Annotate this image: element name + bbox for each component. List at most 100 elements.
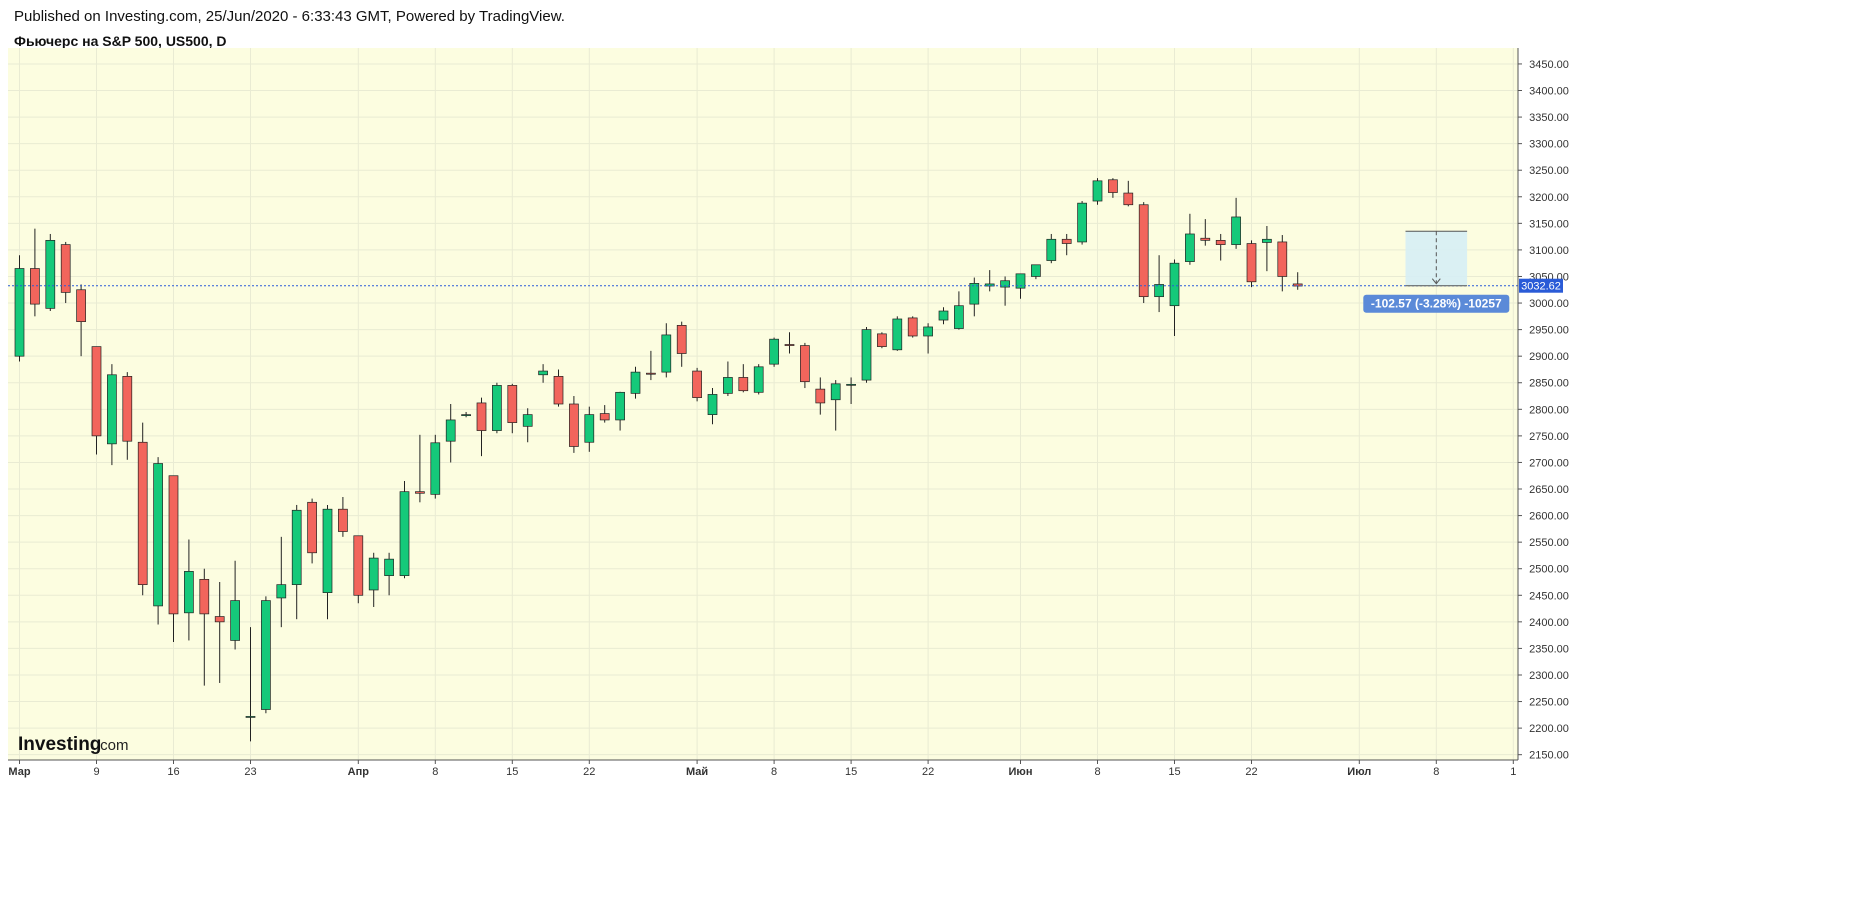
candle-up — [445, 419, 456, 442]
chart-header: Published on Investing.com, 25/Jun/2020 … — [14, 8, 565, 50]
current-price-label: 3032.62 — [1521, 281, 1561, 293]
price-tick-label: 2300.00 — [1529, 670, 1569, 682]
price-tick-label: 2950.00 — [1529, 325, 1569, 337]
candle-down — [91, 346, 102, 437]
time-tick-label: Июн — [1009, 766, 1033, 778]
candle-down — [1061, 238, 1072, 244]
candle-up — [14, 268, 25, 357]
candle-up — [923, 326, 933, 337]
time-tick-label: 15 — [1168, 766, 1180, 778]
measure-label: -102.57 (-3.28%) -10257 — [1371, 297, 1502, 311]
price-tick-label: 2650.00 — [1529, 484, 1569, 496]
candle-down — [1108, 179, 1118, 193]
candle-down — [1138, 204, 1149, 298]
candle-down — [199, 578, 210, 615]
candle-up — [1169, 262, 1180, 307]
candle-down — [1277, 241, 1288, 277]
time-tick-label: 16 — [167, 766, 179, 778]
candle-down — [1215, 239, 1226, 245]
candle-down — [599, 413, 610, 421]
candle-down — [76, 289, 86, 322]
candle-up — [846, 383, 856, 386]
price-tick-label: 2900.00 — [1529, 351, 1569, 363]
candle-up — [723, 377, 733, 394]
price-tick-label: 3400.00 — [1529, 86, 1569, 98]
investing-logo: Investing.com — [18, 734, 129, 755]
time-tick-label: 8 — [1094, 766, 1100, 778]
candle-up — [630, 371, 641, 394]
price-tick-label: 2350.00 — [1529, 643, 1569, 655]
price-tick-label: 2850.00 — [1529, 378, 1569, 390]
candle-up — [538, 370, 548, 376]
candle-up — [1154, 284, 1164, 298]
time-tick-label: Май — [686, 766, 708, 778]
candle-up — [276, 584, 287, 599]
candle-up — [1077, 202, 1087, 243]
time-axis[interactable]: Мар 9 16 23 Апр 8 15 22 Май 8 15 22 Июн 8 15 22 Июл 8 1 — [8, 759, 1518, 778]
grid-lines — [8, 48, 1518, 760]
candle-down — [877, 333, 887, 347]
candle-up — [492, 385, 502, 431]
candle-up — [1046, 238, 1057, 261]
candle-up — [938, 310, 949, 321]
candle-down — [122, 376, 133, 442]
candle-down — [1246, 243, 1257, 283]
measure-label-box — [1363, 294, 1510, 313]
candle-up — [45, 239, 56, 309]
candle-up — [615, 391, 625, 421]
candle-up — [769, 338, 779, 365]
candle-down — [338, 508, 348, 532]
candle-up — [892, 318, 903, 351]
time-tick-label: 23 — [244, 766, 256, 778]
time-tick-label: 15 — [506, 766, 518, 778]
price-tick-label: 2500.00 — [1529, 564, 1569, 576]
price-tick-label: 3150.00 — [1529, 218, 1569, 230]
candle-down — [1123, 192, 1134, 206]
price-tick-label: 2550.00 — [1529, 537, 1569, 549]
candle-down — [907, 317, 918, 337]
time-tick-label: Июл — [1347, 766, 1371, 778]
candle-down — [569, 403, 579, 447]
candle-up — [291, 509, 302, 586]
candle-down — [676, 325, 687, 354]
price-tick-label: 3350.00 — [1529, 112, 1569, 124]
price-tick-label: 3000.00 — [1529, 298, 1569, 310]
time-tick-label: 1 — [1510, 766, 1516, 778]
time-tick-label: 22 — [583, 766, 595, 778]
published-info: Published on Investing.com, 25/Jun/2020 … — [14, 8, 565, 25]
symbol-title: Фьючерс на S&P 500, US500, D — [14, 33, 227, 49]
price-tick-label: 2450.00 — [1529, 590, 1569, 602]
candle-down — [646, 372, 656, 375]
candle-down — [476, 402, 487, 431]
time-tick-label: 8 — [1433, 766, 1439, 778]
price-tick-label: 2400.00 — [1529, 617, 1569, 629]
time-tick-label: 8 — [771, 766, 777, 778]
price-tick-label: 2200.00 — [1529, 723, 1569, 735]
candle-up — [245, 716, 256, 718]
price-axis[interactable]: 3450.00 3400.00 3350.00 3300.00 3250.00 3200.… — [1517, 48, 1569, 762]
time-tick-label: 22 — [1245, 766, 1257, 778]
candle-up — [1031, 264, 1041, 277]
price-tick-label: 2700.00 — [1529, 457, 1569, 469]
candle-up — [461, 414, 471, 416]
candle-up — [1262, 238, 1272, 243]
price-tick-label: 3100.00 — [1529, 245, 1569, 257]
price-tick-label: 2250.00 — [1529, 697, 1569, 709]
candle-up — [830, 383, 841, 401]
candle-up — [753, 366, 764, 393]
measure-arrow-head — [1431, 278, 1441, 285]
candle-down — [815, 388, 826, 404]
candle-down — [60, 244, 71, 293]
candle-up — [399, 491, 410, 576]
candle-up — [861, 329, 872, 381]
price-tick-label: 3300.00 — [1529, 139, 1569, 151]
current-price-badge — [1519, 278, 1563, 293]
price-tick-label: 2750.00 — [1529, 431, 1569, 443]
candle-down — [415, 491, 425, 494]
candle-up — [522, 414, 533, 427]
time-tick-label: Апр — [348, 766, 370, 778]
price-tick-label: 3200.00 — [1529, 192, 1569, 204]
price-tick-label: 3450.00 — [1529, 59, 1569, 71]
candle-up — [1000, 280, 1010, 288]
